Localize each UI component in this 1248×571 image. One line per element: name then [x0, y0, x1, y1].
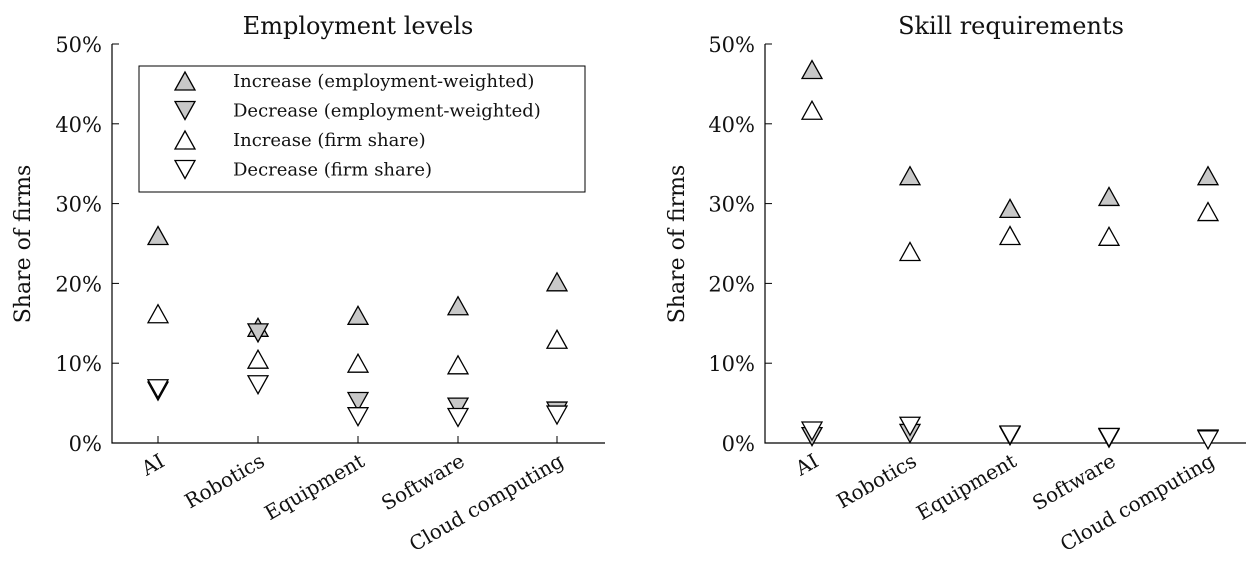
x-tick-label: Equipment — [912, 449, 1020, 525]
y-tick-label: 20% — [708, 272, 755, 296]
data-point — [898, 416, 922, 437]
data-point — [800, 99, 824, 120]
data-point — [346, 352, 370, 373]
x-tick-label: Robotics — [180, 449, 268, 514]
data-point — [545, 405, 569, 426]
y-ticks: 0% 10% 20% 30% 40% 50% — [55, 33, 558, 456]
x-tick-label: Equipment — [260, 449, 368, 525]
data-markers — [800, 59, 1220, 451]
y-tick-label: 10% — [55, 352, 102, 376]
chart-title: Employment levels — [243, 12, 474, 40]
data-point — [246, 323, 270, 344]
data-point — [446, 397, 470, 418]
data-markers — [146, 225, 569, 428]
employment-levels-panel: Employment levels Share of firms 0% 10% 20… — [11, 12, 605, 556]
legend-entry-label: Increase (employment-weighted) — [233, 71, 534, 92]
data-point — [346, 304, 370, 325]
data-point — [346, 407, 370, 428]
data-point — [446, 295, 470, 316]
data-point — [446, 354, 470, 375]
y-tick-label: 0% — [69, 432, 102, 456]
y-tick-label: 50% — [55, 33, 102, 57]
y-tick-label: 30% — [708, 193, 755, 217]
y-tick-label: 40% — [708, 113, 755, 137]
data-point — [346, 391, 370, 412]
legend-entry-label: Decrease (firm share) — [233, 160, 432, 181]
y-tick-label: 20% — [55, 272, 102, 296]
x-tick-label: AI — [136, 449, 168, 481]
legend-marker — [173, 129, 197, 150]
data-point — [246, 348, 270, 369]
data-point — [998, 198, 1022, 219]
data-point — [1097, 427, 1121, 448]
data-point — [898, 165, 922, 186]
y-tick-label: 0% — [722, 432, 755, 456]
data-point — [1097, 186, 1121, 207]
legend: Increase (employment-weighted) Decrease (… — [138, 65, 586, 193]
data-point — [998, 225, 1022, 246]
y-ticks: 0% 10% 20% 30% 40% 50% — [708, 33, 1209, 456]
chart-title: Skill requirements — [898, 12, 1124, 40]
x-tick-label: Software — [1028, 449, 1119, 516]
y-axis-label: Share of firms — [11, 165, 36, 324]
data-point — [1196, 165, 1220, 186]
data-point — [146, 303, 170, 324]
x-tick-label: AI — [790, 449, 822, 481]
data-point — [146, 225, 170, 246]
data-point — [545, 271, 569, 292]
y-tick-label: 30% — [55, 193, 102, 217]
legend-marker — [173, 100, 197, 121]
data-point — [146, 379, 170, 400]
y-axis-label: Share of firms — [665, 165, 690, 324]
data-point — [1097, 225, 1121, 246]
y-tick-label: 50% — [708, 33, 755, 57]
data-point — [1196, 430, 1220, 451]
data-point — [800, 59, 824, 80]
data-point — [898, 241, 922, 262]
data-point — [446, 407, 470, 428]
legend-marker — [173, 70, 197, 91]
x-tick-label: Software — [377, 449, 468, 516]
data-point — [246, 375, 270, 396]
data-point — [545, 328, 569, 349]
x-tick-label: Robotics — [832, 449, 920, 514]
y-tick-label: 40% — [55, 113, 102, 137]
data-point — [800, 421, 824, 442]
data-point — [1196, 201, 1220, 222]
data-point — [998, 425, 1022, 446]
skill-requirements-panel: Skill requirements Share of firms 0% 10% 2… — [665, 12, 1246, 556]
y-tick-label: 10% — [708, 352, 755, 376]
legend-entry-label: Increase (firm share) — [233, 130, 426, 151]
legend-marker — [173, 159, 197, 180]
legend-box — [138, 65, 586, 193]
legend-entry-label: Decrease (employment-weighted) — [233, 101, 541, 122]
